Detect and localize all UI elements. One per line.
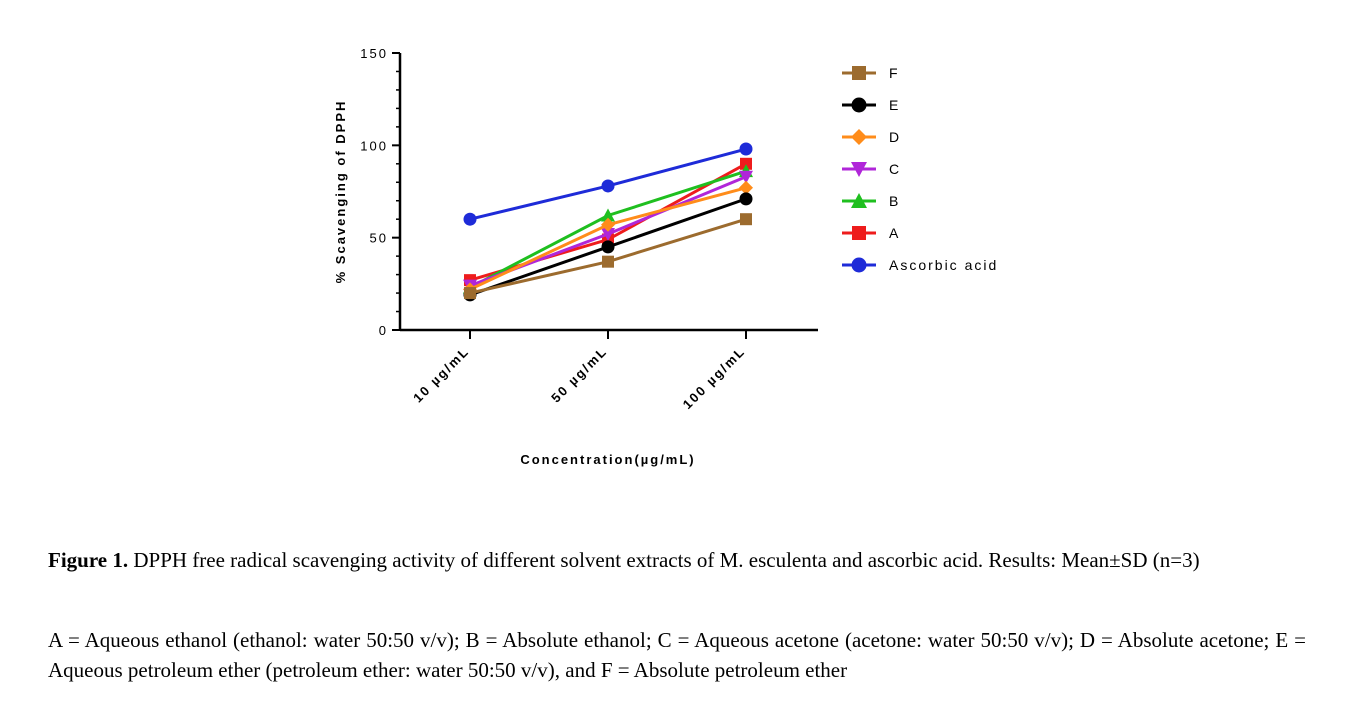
x-tick-label: 10 µg/mL	[410, 344, 472, 406]
y-tick-label: 100	[360, 138, 388, 153]
legend-marker	[851, 129, 867, 145]
legend-label: A	[889, 225, 900, 241]
data-point	[739, 142, 753, 156]
data-point	[601, 240, 615, 254]
legend-marker	[852, 66, 866, 80]
figure-caption-text: DPPH free radical scavenging activity of…	[128, 548, 1200, 572]
legend-item: D	[842, 129, 901, 145]
legend-label: E	[889, 97, 900, 113]
legend-item: C	[842, 161, 901, 177]
data-point	[602, 255, 614, 268]
legend-marker	[852, 226, 866, 240]
data-point	[464, 287, 476, 300]
legend-marker	[851, 257, 867, 273]
data-point	[601, 179, 615, 193]
y-tick-label: 50	[370, 231, 388, 246]
x-axis-label: Concentration(µg/mL)	[520, 452, 695, 467]
legend-label: D	[889, 129, 901, 145]
figure-label: Figure 1.	[48, 548, 129, 572]
legend-label: Ascorbic acid	[889, 257, 998, 273]
legend-label: C	[889, 161, 901, 177]
data-point	[739, 170, 753, 184]
data-point	[601, 217, 615, 232]
chart-axes: 0 50 100 150 10 µg/mL 50 µg/mL 100 µg/mL % Scav…	[333, 46, 818, 467]
data-point	[739, 192, 753, 206]
series-d	[463, 180, 753, 297]
legend-item: A	[842, 225, 900, 241]
legend-item: F	[842, 65, 900, 81]
figure-caption: Figure 1. DPPH free radical scavenging a…	[48, 545, 1306, 575]
data-point	[463, 212, 477, 226]
legend-label: B	[889, 193, 900, 209]
legend-item: E	[842, 97, 900, 113]
series-layer	[463, 142, 753, 302]
legend-marker	[851, 162, 867, 177]
x-tick-label: 50 µg/mL	[548, 344, 610, 406]
data-point	[739, 180, 753, 195]
y-tick-label: 150	[360, 46, 388, 61]
legend-item: B	[842, 193, 900, 209]
abbreviation-note: A = Aqueous ethanol (ethanol: water 50:5…	[48, 628, 1306, 682]
y-tick-label: 0	[379, 323, 388, 338]
dpph-line-chart: 0 50 100 150 10 µg/mL 50 µg/mL 100 µg/mL % Scav…	[333, 46, 998, 467]
series-ascorbic-acid	[463, 142, 753, 226]
y-axis-label: % Scavenging of DPPH	[333, 100, 348, 284]
legend-label: F	[889, 65, 900, 81]
legend-item: Ascorbic acid	[842, 257, 998, 273]
data-point	[601, 227, 615, 241]
x-tick-label: 100 µg/mL	[680, 344, 748, 412]
data-point	[740, 213, 752, 226]
legend-marker	[851, 97, 867, 113]
legend-marker	[851, 193, 867, 208]
data-point	[601, 208, 615, 222]
series-f	[464, 213, 752, 300]
data-point	[740, 157, 752, 170]
